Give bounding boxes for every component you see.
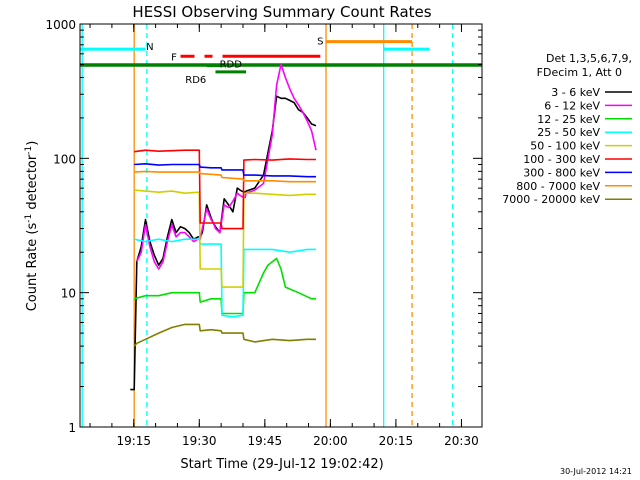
series-line-4 — [134, 189, 316, 288]
state-label-f: F — [171, 52, 177, 63]
y-tick-label-3: 1000 — [45, 18, 76, 32]
legend-label-4: 50 - 100 keV — [530, 140, 600, 153]
series-line-3 — [134, 238, 316, 318]
x-tick-label-2: 19:45 — [248, 434, 283, 448]
y-tick-label-2: 100 — [53, 152, 76, 166]
x-tick-label-4: 20:15 — [379, 434, 414, 448]
series-line-1 — [136, 63, 317, 270]
series-line-6 — [134, 163, 316, 178]
series-line-2 — [133, 257, 316, 315]
x-tick-label-1: 19:30 — [182, 434, 217, 448]
legend-label-8: 7000 - 20000 keV — [502, 193, 600, 206]
legend-label-0: 3 - 6 keV — [551, 86, 600, 99]
legend-header-2: FDecim 1, Att 0 — [537, 66, 622, 79]
timestamp: 30-Jul-2012 14:21 — [560, 467, 632, 476]
legend-label-6: 300 - 800 keV — [523, 166, 600, 179]
plot-frame — [79, 23, 483, 428]
series-line-5 — [134, 149, 316, 230]
state-label-s: S — [317, 37, 323, 48]
legend-label-1: 6 - 12 keV — [544, 99, 600, 112]
series-lines — [130, 63, 317, 391]
y-tick-label-0: 1 — [68, 421, 76, 435]
legend-label-7: 800 - 7000 keV — [516, 180, 600, 193]
state-bars: N S F RDD RD6 — [80, 37, 482, 86]
state-label-rdd: RDD — [220, 60, 243, 71]
y-axis-label: Count Rate (s-1 detector-1) — [24, 141, 40, 312]
state-label-rd6: RD6 — [185, 75, 206, 86]
legend-label-3: 25 - 50 keV — [537, 126, 600, 139]
x-tick-label-3: 20:00 — [313, 434, 348, 448]
state-label-n: N — [146, 42, 153, 53]
legend-label-2: 12 - 25 keV — [537, 113, 600, 126]
y-axis-ticks: 1 10 100 1000 — [45, 18, 482, 435]
x-tick-label-5: 20:30 — [444, 434, 479, 448]
vertical-markers — [81, 24, 454, 427]
y-tick-label-1: 10 — [61, 287, 76, 301]
x-axis-ticks: 19:15 19:30 19:45 20:00 20:15 20:30 — [89, 24, 479, 448]
chart-title: HESSI Observing Summary Count Rates — [132, 3, 431, 21]
legend-label-5: 100 - 300 keV — [523, 153, 600, 166]
series-line-0 — [130, 95, 317, 391]
x-tick-label-0: 19:15 — [116, 434, 151, 448]
x-axis-label: Start Time (29-Jul-12 19:02:42) — [180, 457, 383, 472]
series-line-7 — [134, 170, 316, 183]
series-line-8 — [133, 323, 316, 347]
legend-header-1: Det 1,3,5,6,7,9, — [546, 52, 632, 65]
